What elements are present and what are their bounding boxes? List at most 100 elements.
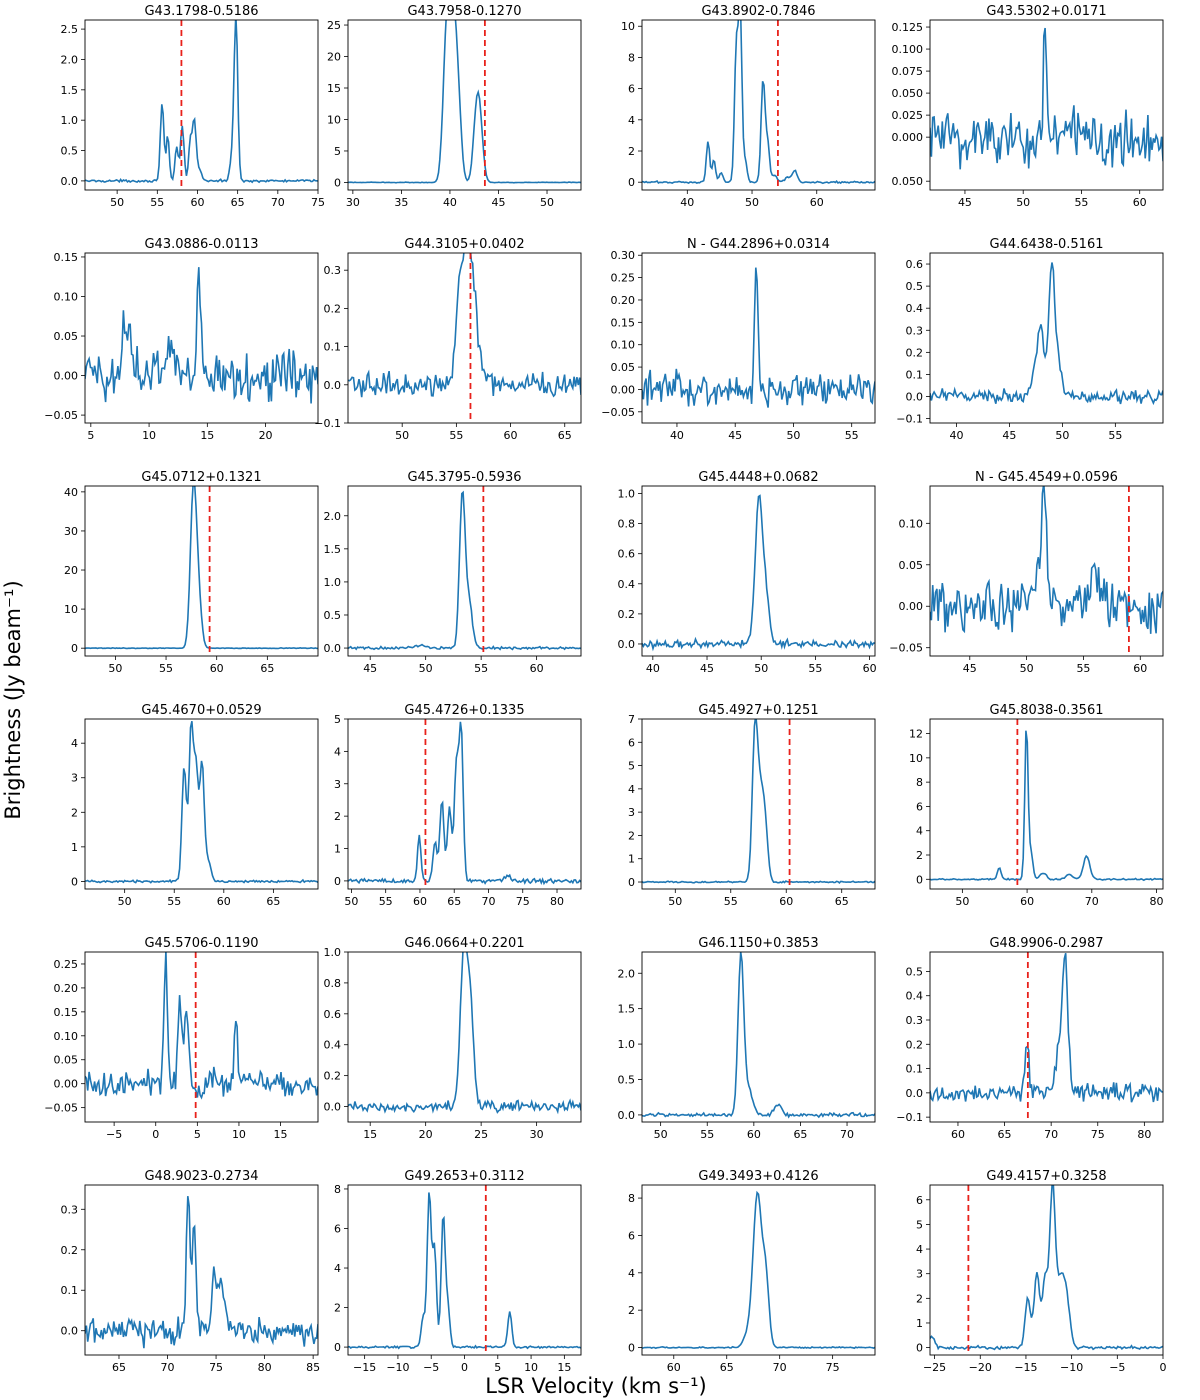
y-tick-label: 3 [71,772,78,785]
y-tick-label: 0.3 [61,1203,79,1216]
y-tick-label: 0.00 [899,600,924,613]
spectrum-line [930,262,1163,406]
y-tick-label: 0.2 [618,608,636,621]
panel-frame [929,19,1164,191]
panel-frame [84,252,319,424]
y-tick-label: 0 [916,873,923,886]
y-tick-label: 0.075 [892,65,924,78]
x-tick-label: 20 [419,1128,433,1141]
y-tick-label: 20 [64,564,78,577]
x-tick-label: 0 [461,1361,468,1374]
x-tick-label: 0 [152,1128,159,1141]
y-tick-label: 4 [628,1267,635,1280]
x-tick-label: 45 [728,429,742,442]
y-tick-label: 1.0 [61,114,79,127]
y-tick-label: −0.05 [889,642,923,655]
y-tick-label: 0.1 [61,1284,79,1297]
y-tick-label: 0.4 [906,302,924,315]
x-tick-label: 55 [808,662,822,675]
x-tick-label: 65 [266,895,280,908]
x-tick-label: 15 [200,429,214,442]
x-tick-label: 60 [747,1128,761,1141]
y-tick-label: 8 [916,776,923,789]
y-tick-label: 3 [628,806,635,819]
spectrum-panel: G45.4927+0.1251 50 55 60 65 0 1 2 3 4 5 6 7 [628,703,876,908]
y-tick-label: 0.6 [324,1008,342,1021]
y-tick-label: 0.6 [618,548,636,561]
y-tick-label: 0.0 [906,391,924,404]
spectrum-panel: G45.5706-0.1190 −5 0 5 10 15 −0.05 0.00 0.05 0.10… [44,936,319,1141]
y-tick-label: 6 [628,1229,635,1242]
spectrum-line [642,719,875,885]
x-tick-label: 50 [108,662,122,675]
spectrum-panel: G45.4726+0.1335 50 55 60 65 70 75 80 0 1 2 3 4 5 [334,703,582,908]
x-tick-label: 25 [474,1128,488,1141]
spectrum-panel: G43.7958-0.1270 30 35 40 45 50 0 5 10 15 20 25 [327,4,582,209]
x-tick-label: 55 [1108,429,1122,442]
panel-title: G48.9023-0.2734 [144,1169,258,1184]
x-tick-label: 65 [447,895,461,908]
y-axis-label: Brightness (Jy beam⁻¹) [1,580,25,819]
y-tick-label: 1.0 [618,1038,636,1051]
panel-title: G45.0712+0.1321 [141,470,261,485]
spectrum-line [85,721,318,884]
panel-title: G43.0886-0.0113 [144,237,258,252]
y-tick-label: 0.1 [906,1063,924,1076]
panel-title: G43.1798-0.5186 [144,4,258,19]
y-tick-label: 4 [916,825,923,838]
x-tick-label: 10 [142,429,156,442]
x-tick-label: 55 [449,429,463,442]
y-tick-label: 4 [916,1243,923,1256]
y-tick-label: 0 [628,1342,635,1355]
x-tick-label: 70 [271,196,285,209]
y-tick-label: 2 [628,829,635,842]
y-tick-label: 0.05 [611,361,636,374]
panel-title: G45.8038-0.3561 [989,703,1103,718]
x-tick-label: 70 [773,1361,787,1374]
panel-frame [929,951,1164,1123]
spectrum-line [348,721,581,886]
y-tick-label: 2 [628,1304,635,1317]
y-tick-label: 10 [64,603,78,616]
x-tick-label: 50 [419,662,433,675]
y-tick-label: 0.8 [618,518,636,531]
x-tick-label: 60 [951,1128,965,1141]
x-tick-label: 70 [161,1361,175,1374]
panel-frame [347,1184,582,1356]
spectrum-panel: G43.8902-0.7846 40 50 60 0 2 4 6 8 10 [621,4,876,209]
spectrum-panel: G43.0886-0.0113 5 10 15 20 −0.05 0.00 0.05 0.10 0… [44,237,319,442]
x-tick-label: 60 [190,196,204,209]
x-tick-label: 60 [217,895,231,908]
x-tick-label: −15 [353,1361,376,1374]
spectrum-panel: G44.3105+0.0402 50 55 60 65 −0.1 0.0 0.1 0.2 0.3 [314,237,582,442]
y-tick-label: 0.30 [611,249,636,262]
x-tick-label: 45 [963,662,977,675]
panel-frame [347,718,582,890]
x-tick-label: 75 [1091,1128,1105,1141]
spectrum-line [930,953,1163,1103]
spectrum-panel: G43.1798-0.5186 50 55 60 65 70 75 0.0 0.5 1.0 1.5 2… [61,4,326,209]
y-tick-label: 0.0 [618,1109,636,1122]
y-tick-label: 0.05 [54,330,79,343]
y-tick-label: 1 [334,843,341,856]
y-tick-label: 0 [334,1341,341,1354]
x-tick-label: 55 [700,1128,714,1141]
panel-title: N - G44.2896+0.0314 [687,237,830,252]
y-tick-label: 0 [334,875,341,888]
spectrum-line [348,1192,581,1350]
x-tick-label: 60 [863,662,877,675]
y-tick-label: 0.15 [611,316,636,329]
y-tick-label: 0.15 [54,1006,79,1019]
panel-title: G49.2653+0.3112 [404,1169,524,1184]
x-tick-label: 5 [87,429,94,442]
x-tick-label: −5 [106,1128,122,1141]
y-tick-label: 0.5 [618,1074,636,1087]
y-tick-label: −0.05 [44,1102,78,1115]
x-tick-label: 60 [1020,895,1034,908]
x-tick-label: 50 [395,429,409,442]
x-tick-label: 80 [550,895,564,908]
y-tick-label: 0.3 [324,264,342,277]
x-tick-label: 60 [1133,196,1147,209]
panel-frame [84,1184,319,1356]
